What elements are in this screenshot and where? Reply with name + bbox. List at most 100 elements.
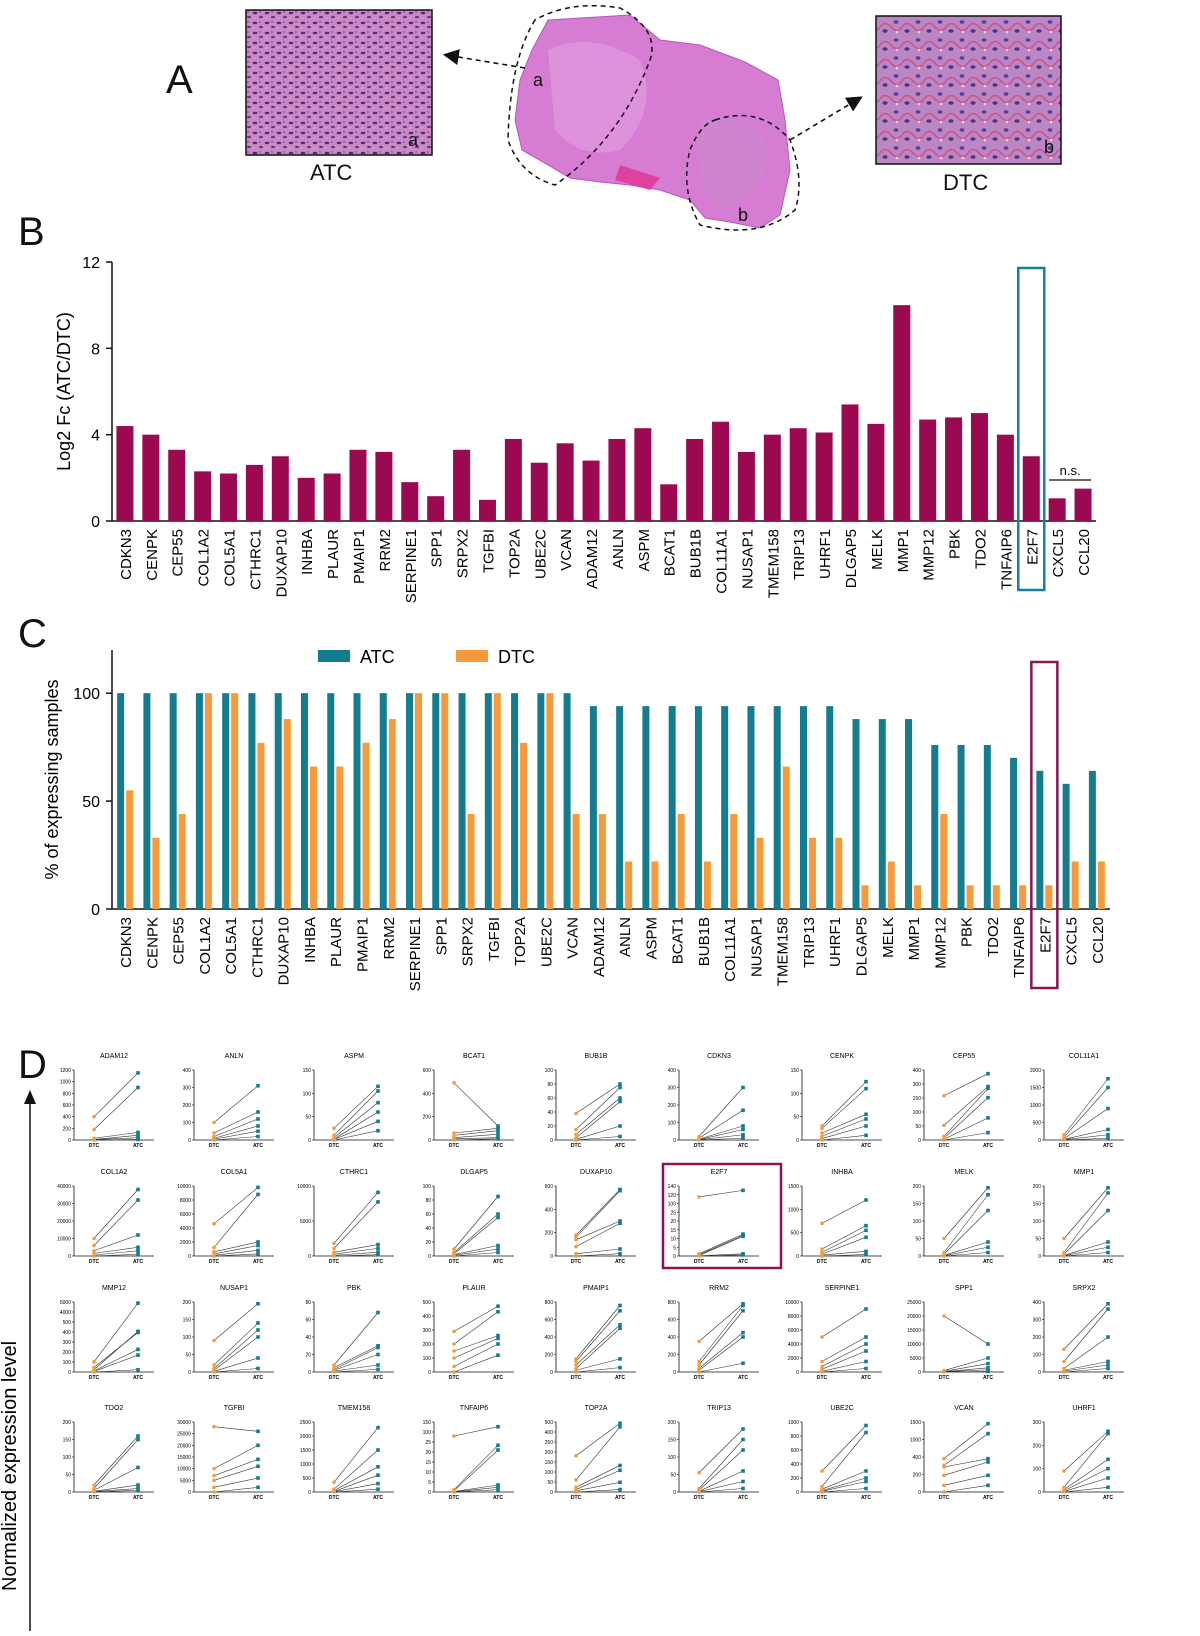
pair-line [575,1125,621,1140]
atc-point [496,1215,500,1220]
mini-y-tick-label: 20000 [177,1443,191,1449]
pair-line [453,1305,499,1332]
mini-y-tick-label: 2000 [1030,1068,1041,1074]
bar-TNFAIP6 [996,434,1014,521]
dtc-point [212,1424,216,1429]
mini-y-tick-label: 0 [1038,1490,1041,1496]
pair-line [93,1467,139,1491]
atc-point [136,1248,140,1253]
bar-DUXAP10 [271,456,289,521]
x-tick-label: BUB1B [696,917,713,966]
mini-x-label-atc: ATC [133,1495,143,1501]
pair-line [698,1481,744,1492]
mini-y-tick-label: 200 [791,1476,800,1482]
atc-point [741,1303,745,1308]
atc-point [256,1248,260,1253]
mini-plot-title: ADAM12 [100,1053,128,1060]
atc-point [618,1247,622,1251]
pair-line [213,1459,259,1476]
pair-line [333,1086,379,1129]
pair-line [93,1139,139,1141]
atc-point [376,1481,380,1486]
pair-line [453,1338,499,1359]
mini-x-label-dtc: DTC [817,1259,828,1265]
pair-line [821,1230,867,1253]
mini-y-tick-label: 0 [796,1370,799,1376]
mini-x-label-atc: ATC [615,1495,625,1501]
dtc-point [452,1329,456,1334]
bar-CXCL5 [1048,498,1066,521]
atc-point [986,1084,990,1089]
pair-line [575,1223,621,1247]
x-tick-label: E2F7 [1037,917,1054,953]
bar-ATC-BUB1B [694,706,702,909]
pair-line [213,1322,259,1366]
mini-y-tick-label: 0 [673,1138,676,1144]
bar-DTC-MELK [887,861,895,909]
atc-point [986,1460,990,1464]
mini-y-tick-label: 400 [183,1068,192,1074]
bar-DTC-COL5A1 [231,693,239,909]
mini-y-tick-label: 600 [423,1068,432,1074]
mini-plot-title: TGFBI [224,1405,245,1412]
bar-DTC-SERPINE1 [415,693,423,909]
atc-point [256,1366,260,1371]
mini-plot-UBE2C: UBE2C 0 200 400 600 800 1000 DTC ATC [788,1405,882,1501]
atc-point [256,1243,260,1248]
pair-line [333,1369,379,1373]
dtc-point [452,1349,456,1353]
mini-y-tick-label: 15 [670,1228,676,1234]
atc-point [376,1100,380,1105]
atc-point [136,1329,140,1334]
pair-line [453,1449,499,1492]
x-tick-label: UHRF1 [827,917,844,967]
panel-letter-d: D [18,1043,47,1087]
bar-SERPINE1 [401,482,419,521]
pair-line [453,1213,499,1253]
x-tick-label: COL1A2 [197,917,214,975]
atc-point [496,1353,500,1357]
bar-ASPM [634,428,652,521]
mini-y-tick-label: 0 [796,1490,799,1496]
bar-UBE2C [530,462,548,521]
mini-plot-title: SPP1 [955,1285,973,1292]
bar-CENPK [142,434,160,521]
pair-line [333,1130,379,1141]
mini-y-tick-label: 100 [791,1091,800,1097]
mini-y-tick-label: 150 [791,1068,800,1074]
dtc-point [574,1254,578,1258]
mini-x-label-atc: ATC [1103,1375,1113,1381]
mini-plot-title: ANLN [225,1053,244,1060]
dtc-point [1062,1490,1066,1494]
mini-plot-title: MMP12 [102,1285,126,1292]
pair-line [698,1129,744,1140]
pair-line [575,1087,621,1130]
mini-y-tick-label: 40 [425,1226,431,1232]
mini-y-tick-label: 25 [670,1210,676,1216]
atc-point [986,1086,990,1091]
dtc-point [697,1490,701,1494]
mini-y-tick-label: 60 [305,1318,311,1324]
dtc-point [92,1370,96,1374]
bar-DTC-COL1A2 [204,693,212,909]
mini-y-tick-label: 0 [428,1254,431,1260]
mini-plot-VCAN: VCAN 0 200 400 1000 1500 DTC ATC [910,1405,1004,1501]
atc-point [496,1485,500,1490]
pair-line [575,1305,621,1360]
mini-x-label-dtc: DTC [694,1259,705,1265]
bar-ADAM12 [582,460,600,521]
atc-point [256,1083,260,1088]
atc-point [618,1099,622,1104]
mini-x-label-atc: ATC [983,1495,993,1501]
x-tick-label: MMP12 [932,917,949,969]
dtc-point [574,1244,578,1249]
pair-line [333,1483,379,1493]
bar-COL5A1 [220,473,238,521]
pair-line [943,1315,989,1345]
atc-point [741,1253,745,1257]
pair-line [1063,1303,1109,1350]
bar-DTC-RRM2 [388,719,396,909]
pair-line [453,1343,499,1367]
pair-line [575,1097,621,1135]
pair-line [698,1332,744,1369]
